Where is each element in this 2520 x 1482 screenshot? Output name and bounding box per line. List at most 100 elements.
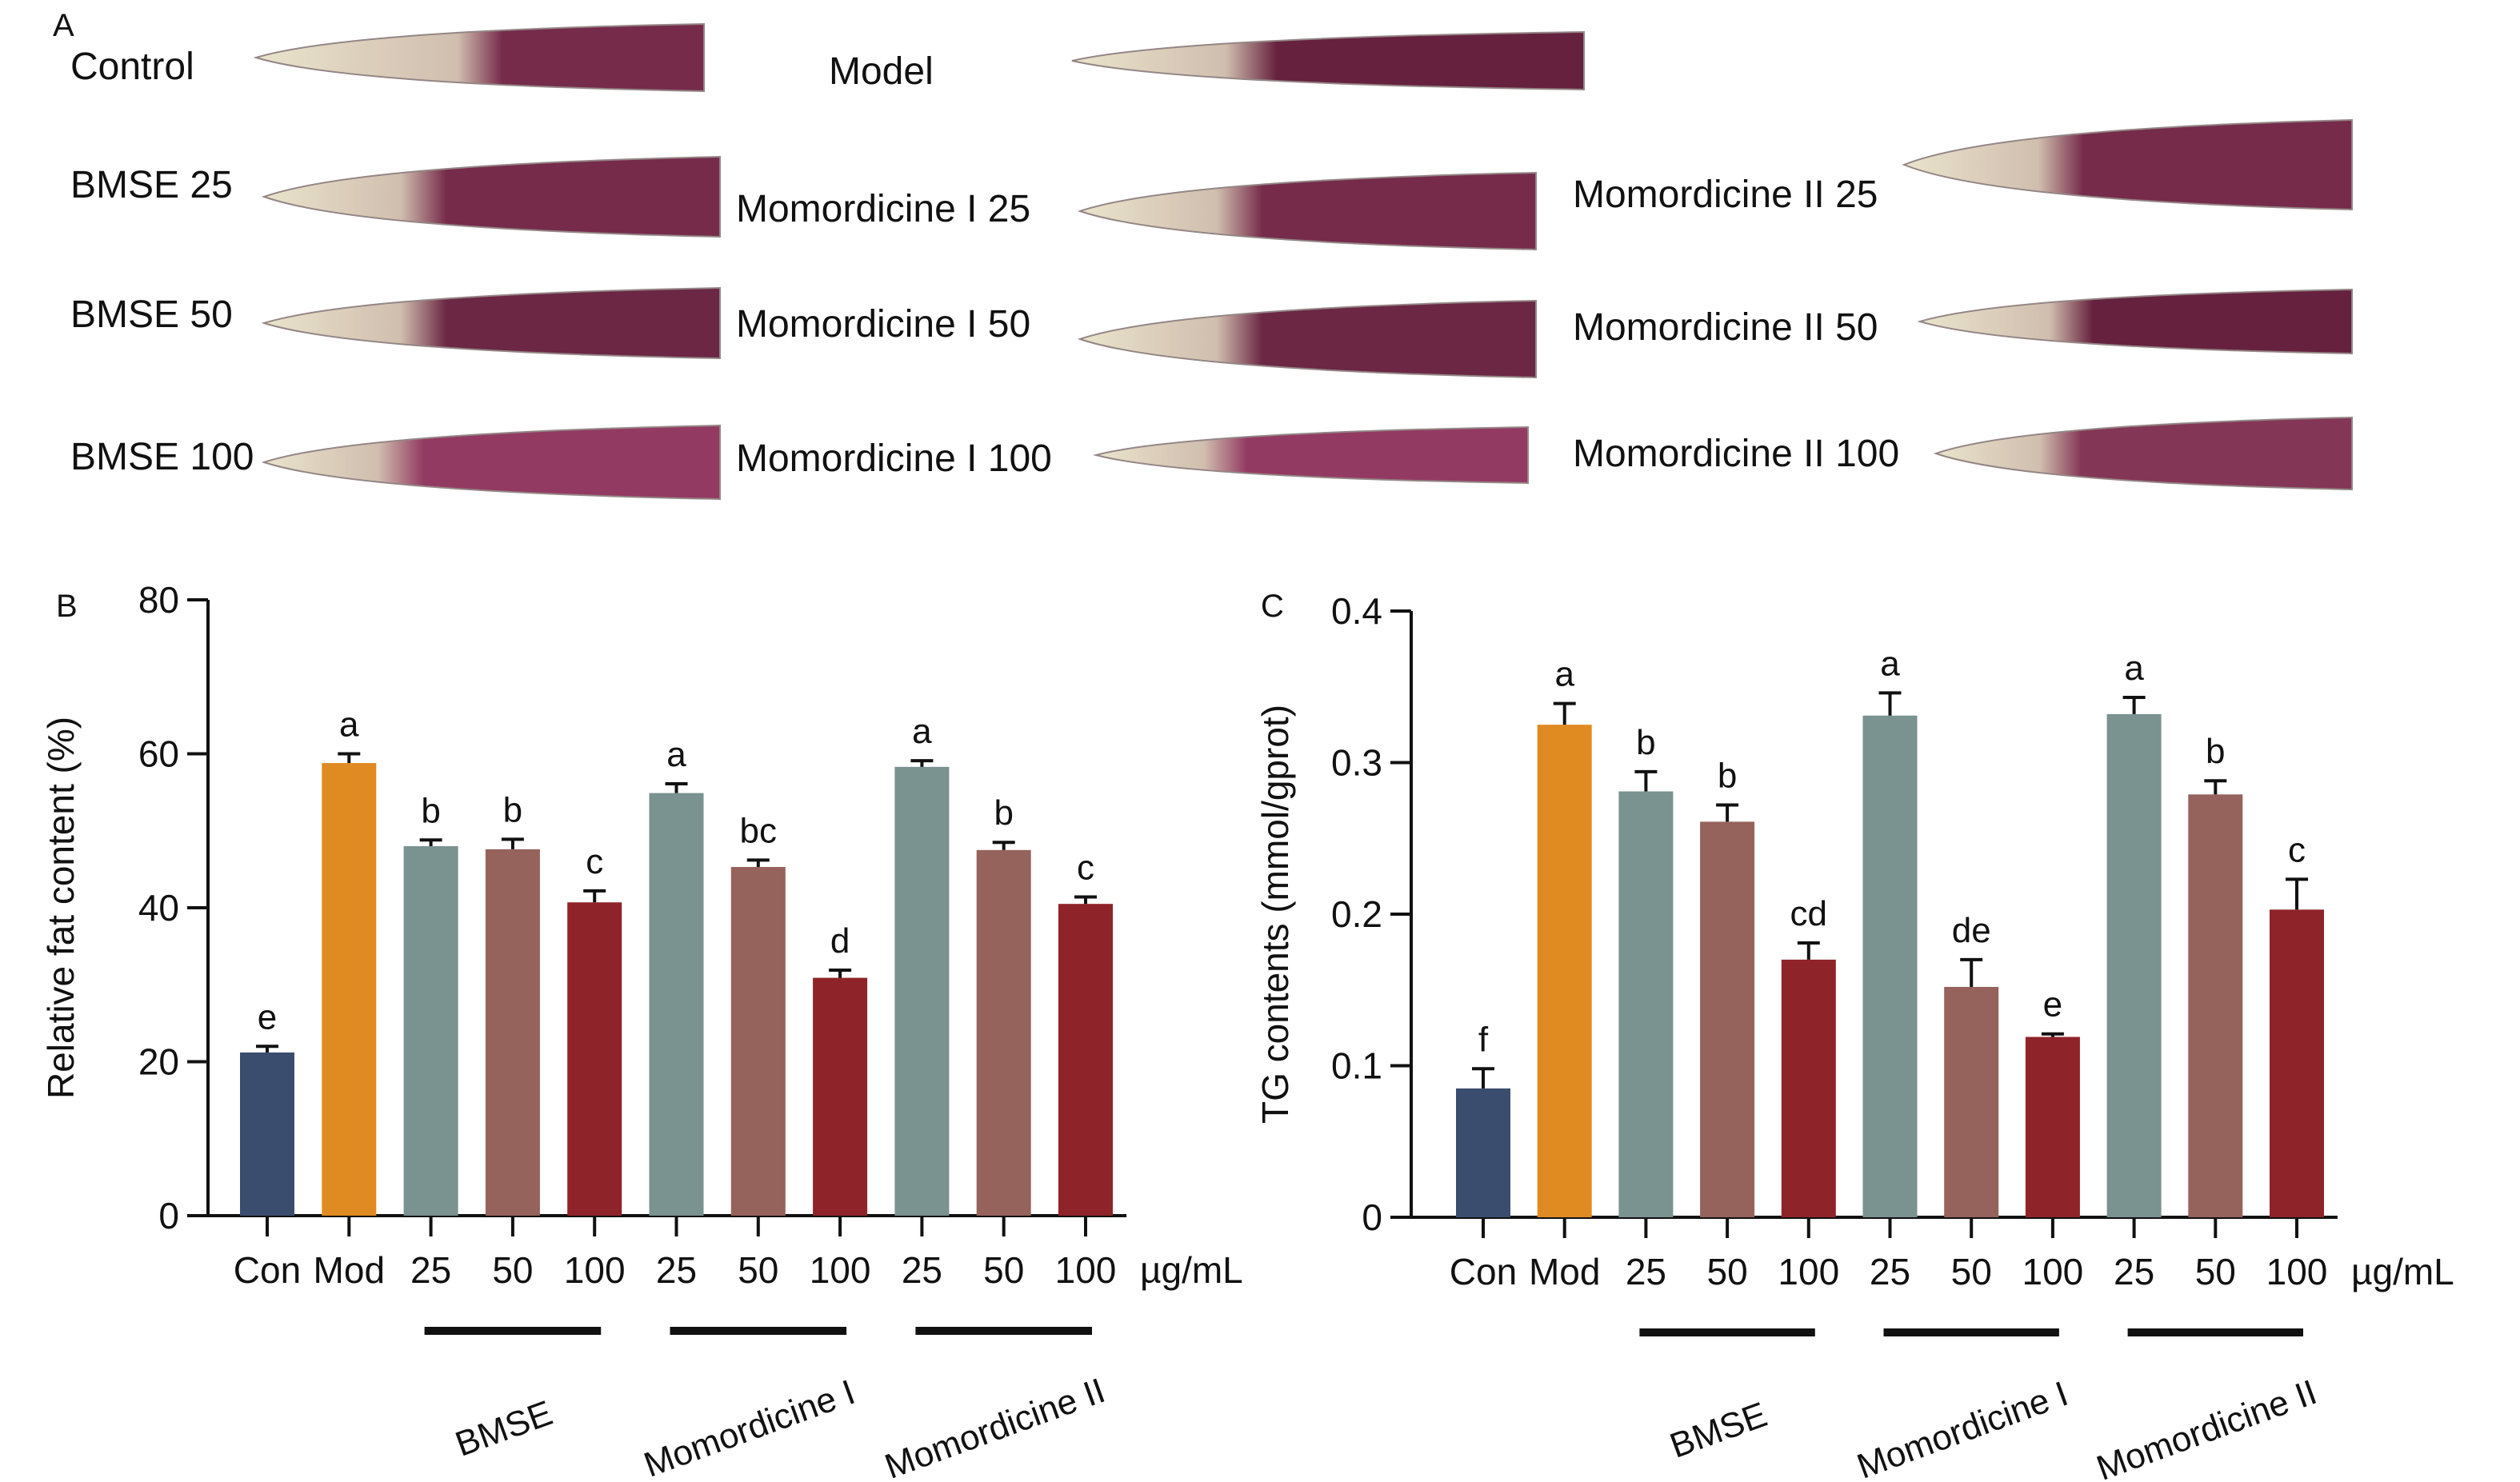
- significance-letter: b: [1636, 723, 1655, 762]
- bar: [1537, 725, 1592, 1217]
- y-tick-label: 60: [138, 733, 179, 775]
- bar: [1781, 959, 1836, 1217]
- bar: [2188, 794, 2243, 1217]
- group-label: Momordicine II: [2091, 1372, 2322, 1482]
- group-label: BMSE: [1665, 1395, 1772, 1466]
- bar: [485, 849, 540, 1216]
- worm-micrograph: [261, 424, 721, 501]
- bar: [1862, 715, 1918, 1217]
- x-tick-label: 25: [410, 1249, 451, 1291]
- worm-micrograph: [1077, 299, 1537, 379]
- worm-micrograph: [261, 155, 721, 238]
- x-tick-label: 25: [902, 1249, 942, 1291]
- significance-letter: f: [1478, 1020, 1489, 1059]
- x-tick-label: 100: [564, 1249, 626, 1291]
- x-tick-label: 25: [1626, 1251, 1666, 1292]
- group-label: Momordicine II: [880, 1371, 1110, 1482]
- significance-letter: b: [1718, 757, 1737, 796]
- panel-c-label: C: [1261, 589, 1284, 624]
- significance-letter: c: [2288, 830, 2306, 869]
- bar: [2025, 1037, 2080, 1217]
- y-tick-label: 40: [138, 887, 179, 929]
- bar: [240, 1052, 294, 1216]
- x-tick-label: Con: [1450, 1251, 1517, 1292]
- x-tick-label: 100: [1778, 1251, 1839, 1292]
- worm-micrograph: [1902, 118, 2353, 211]
- label-mom1-100: Momordicine I 100: [736, 437, 1052, 480]
- significance-letter: b: [994, 793, 1013, 833]
- label-mom2-25: Momordicine II 25: [1573, 174, 1878, 216]
- worm-micrograph: [1917, 288, 2353, 355]
- x-tick-label: Con: [234, 1249, 301, 1291]
- y-axis-label: TG contents (mmol/gprot): [1256, 705, 1296, 1124]
- group-label: Momordicine I: [1852, 1374, 2073, 1482]
- label-control: Control: [70, 46, 194, 88]
- bar: [649, 793, 704, 1216]
- bar: [403, 846, 458, 1216]
- label-mom1-50: Momordicine I 50: [736, 303, 1031, 346]
- x-tick-label: Mod: [314, 1249, 385, 1291]
- significance-letter: de: [1952, 911, 1991, 950]
- significance-letter: b: [503, 790, 522, 829]
- bar: [2270, 909, 2324, 1217]
- group-label: Momordicine I: [639, 1372, 860, 1482]
- y-tick-label: 0.3: [1331, 742, 1382, 784]
- panel-b-label: B: [56, 589, 78, 624]
- label-bmse-100: BMSE 100: [70, 436, 254, 478]
- y-tick-label: 80: [138, 579, 179, 621]
- x-tick-label: 50: [1707, 1251, 1748, 1292]
- worm-micrograph: [1933, 416, 2353, 491]
- label-mom1-25: Momordicine I 25: [736, 188, 1031, 230]
- bar: [1618, 791, 1674, 1217]
- chart-tg-contents: 0 0.1 0.2 0.3 0.4 TG contents (mmol/gprot) f Co…: [1256, 590, 2454, 1482]
- bar: [813, 977, 868, 1216]
- x-tick-label: 100: [2022, 1251, 2084, 1292]
- bar: [567, 902, 622, 1216]
- significance-letter: a: [912, 712, 932, 751]
- worm-micrograph: [1093, 425, 1529, 485]
- y-tick-label: 20: [138, 1041, 179, 1083]
- y-tick-label: 0: [158, 1195, 179, 1236]
- micrograph-layer: [253, 22, 2353, 501]
- x-tick-label: 50: [2195, 1251, 2236, 1292]
- label-bmse-50: BMSE 50: [70, 294, 233, 336]
- significance-letter: a: [1554, 655, 1574, 694]
- unit-label: µg/mL: [1140, 1249, 1243, 1291]
- bar: [1944, 986, 1999, 1217]
- significance-letter: a: [666, 735, 686, 774]
- x-tick-label: 50: [738, 1249, 778, 1291]
- group-label: BMSE: [450, 1393, 558, 1464]
- bar: [894, 766, 950, 1216]
- x-tick-label: 100: [2266, 1251, 2328, 1292]
- bar: [1700, 821, 1755, 1217]
- significance-letter: cd: [1790, 894, 1827, 933]
- bar: [1456, 1088, 1510, 1217]
- bar: [976, 849, 1031, 1216]
- chart-relative-fat: 0 20 40 60 80 Relative fat content (%) e Con a Mo…: [40, 579, 1243, 1482]
- significance-letter: d: [830, 921, 850, 961]
- label-bmse-25: BMSE 25: [70, 164, 233, 206]
- significance-letter: bc: [740, 811, 777, 850]
- label-model: Model: [829, 50, 934, 93]
- bar: [322, 763, 377, 1216]
- label-mom2-100: Momordicine II 100: [1573, 433, 1900, 475]
- x-tick-label: 100: [1055, 1249, 1117, 1291]
- y-tick-label: 0.2: [1331, 893, 1382, 935]
- unit-label: µg/mL: [2351, 1251, 2454, 1292]
- significance-letter: b: [421, 791, 440, 830]
- significance-letter: b: [2206, 732, 2225, 771]
- worm-micrograph: [253, 22, 705, 93]
- significance-letter: a: [1880, 644, 1900, 683]
- bar: [1058, 904, 1113, 1216]
- x-tick-label: 25: [2114, 1251, 2154, 1292]
- label-mom2-50: Momordicine II 50: [1573, 306, 1878, 349]
- bar: [2106, 713, 2162, 1217]
- panel-a-label: A: [53, 8, 74, 43]
- worm-micrograph: [261, 286, 721, 360]
- x-tick-label: 50: [492, 1249, 533, 1291]
- x-tick-label: 50: [983, 1249, 1024, 1291]
- y-tick-label: 0.4: [1331, 590, 1382, 632]
- x-tick-label: Mod: [1529, 1251, 1600, 1292]
- significance-letter: c: [1077, 849, 1094, 888]
- x-tick-label: 25: [656, 1249, 697, 1291]
